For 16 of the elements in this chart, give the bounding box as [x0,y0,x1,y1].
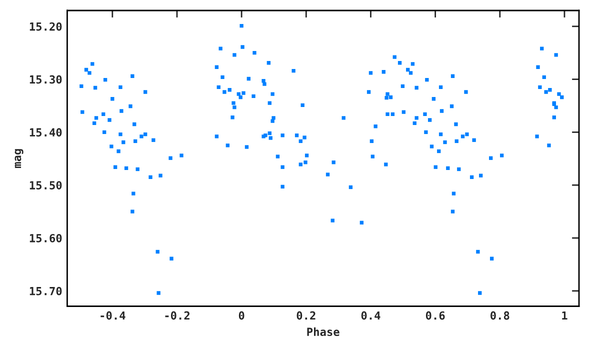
x-tick-label: -0.2 [165,311,190,320]
x-tick-label: 0.2 [296,311,316,320]
y-tick-label: 15.20 [30,22,62,31]
y-tick-label: 15.50 [30,181,62,190]
x-axis-title: Phase [307,327,340,336]
y-tick-label: 15.40 [30,128,62,137]
x-tick-label: 0.8 [490,311,510,320]
x-tick-label: 1 [562,311,568,320]
y-tick-label: 15.30 [30,75,62,84]
x-tick-label: -0.4 [100,311,126,320]
x-tick-label: 0.4 [361,311,380,320]
y-tick-label: 15.60 [30,234,62,242]
x-tick-label: 0 [238,311,244,320]
y-tick-label: 15.70 [30,286,62,296]
x-tick-label: 0.6 [426,311,445,320]
y-axis-title: mag [14,149,24,168]
